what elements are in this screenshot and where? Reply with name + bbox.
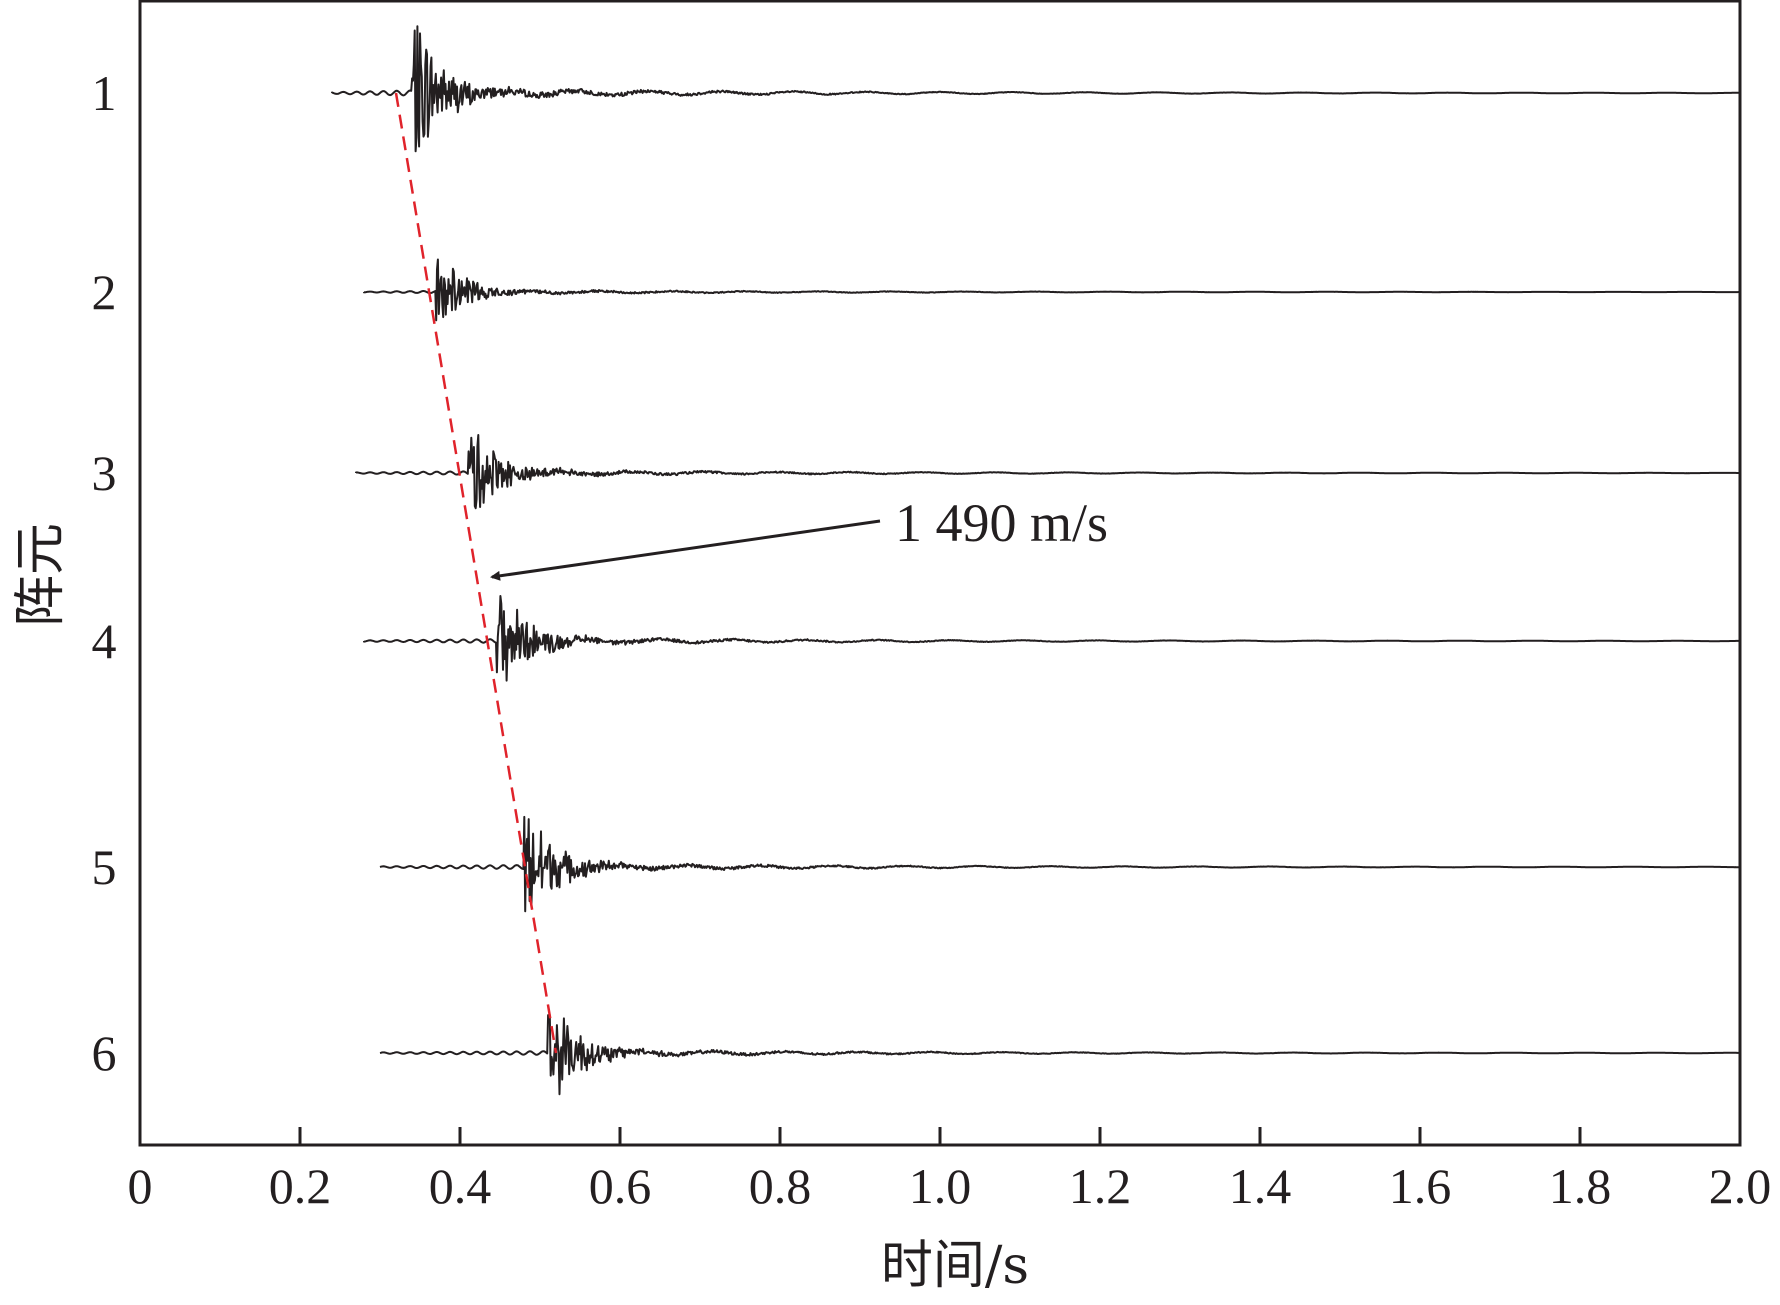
y-tick-label: 3: [92, 445, 117, 501]
x-tick-label: 1.8: [1549, 1158, 1612, 1214]
x-tick-label: 0.2: [269, 1158, 332, 1214]
annotation-arrow: [490, 519, 881, 581]
trace-5: [379, 815, 1740, 913]
trace-3: [355, 434, 1740, 510]
velocity-annotation: 1 490 m/s: [895, 493, 1108, 553]
x-tick-label: 1.4: [1229, 1158, 1292, 1214]
y-axis-title: 阵元: [11, 523, 71, 627]
arrival-line: [394, 92, 558, 1054]
y-axis: 1 2 3 4 5 6: [92, 65, 117, 1081]
x-axis: 0 0.2 0.4 0.6 0.8 1.0 1.2 1.4 1.6 1.8 2.0: [128, 1127, 1772, 1214]
x-tick-label: 0.8: [749, 1158, 812, 1214]
trace-6: [379, 1014, 1740, 1096]
trace-4: [363, 595, 1740, 682]
y-tick-label: 1: [92, 65, 117, 121]
traces-group: [331, 25, 1740, 1096]
y-tick-label: 2: [92, 264, 117, 320]
x-tick-label: 1.0: [909, 1158, 972, 1214]
x-tick-label: 0: [128, 1158, 153, 1214]
x-tick-label: 2.0: [1709, 1158, 1772, 1214]
x-axis-title: 时间/s: [881, 1236, 1029, 1296]
plot-frame: [138, 0, 1742, 1147]
y-tick-label: 4: [92, 613, 117, 669]
y-tick-label: 5: [92, 839, 117, 895]
trace-2: [363, 258, 1740, 322]
x-tick-label: 1.6: [1389, 1158, 1452, 1214]
x-tick-label: 1.2: [1069, 1158, 1132, 1214]
y-tick-label: 6: [92, 1025, 117, 1081]
x-tick-label: 0.4: [429, 1158, 492, 1214]
trace-1: [331, 25, 1740, 153]
x-tick-label: 0.6: [589, 1158, 652, 1214]
